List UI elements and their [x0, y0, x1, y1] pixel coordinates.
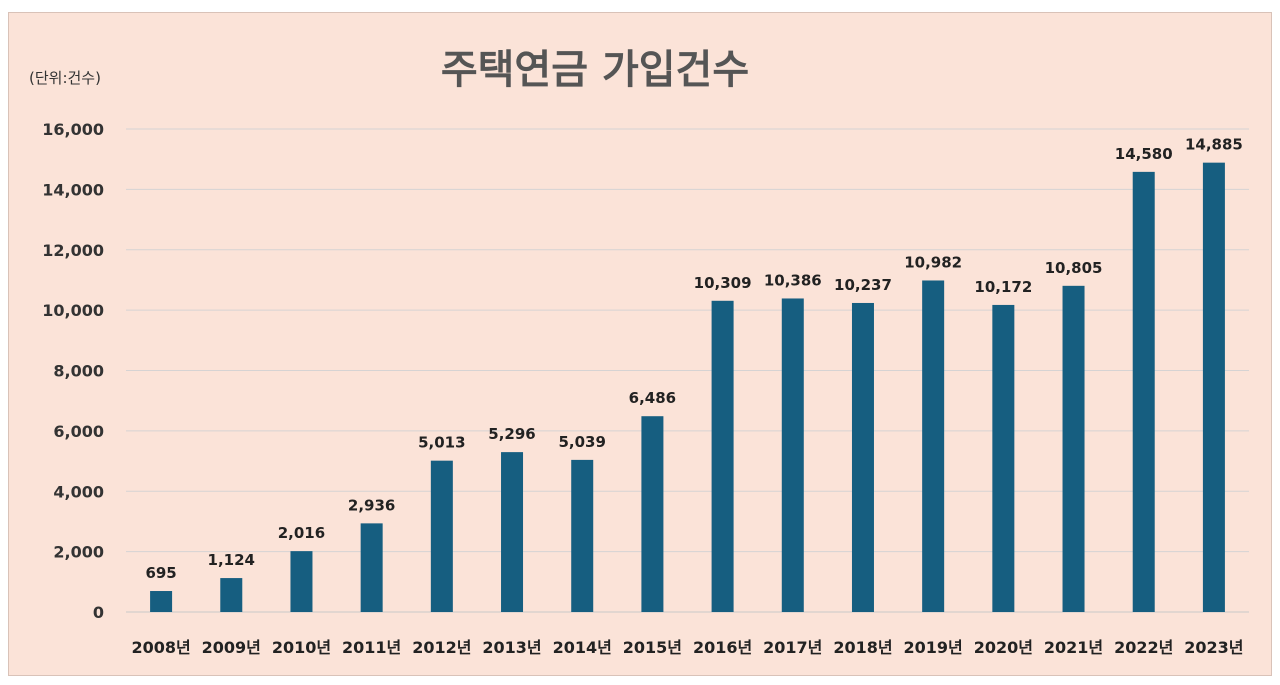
- x-tick-label: 2008년: [131, 638, 190, 657]
- data-label: 695: [145, 564, 176, 582]
- x-tick-label: 2014년: [553, 638, 612, 657]
- x-tick-label: 2016년: [693, 638, 752, 657]
- y-tick-label: 10,000: [42, 301, 104, 320]
- bar: [922, 280, 945, 612]
- data-label: 10,172: [974, 278, 1032, 296]
- data-label: 2,016: [278, 524, 325, 542]
- data-label: 10,805: [1045, 259, 1103, 277]
- y-tick-label: 4,000: [53, 482, 104, 501]
- x-tick-label: 2013년: [482, 638, 541, 657]
- x-tick-label: 2022년: [1114, 638, 1173, 657]
- data-label: 10,386: [764, 271, 822, 289]
- x-tick-label: 2023년: [1184, 638, 1243, 657]
- bar: [430, 460, 453, 612]
- data-label: 2,936: [348, 496, 395, 514]
- y-tick-label: 16,000: [42, 120, 104, 139]
- x-tick-label: 2020년: [974, 638, 1033, 657]
- y-axis-ticks: 0 2,000 4,000 6,000 8,000 10,000 12,000 14,000 1…: [42, 120, 104, 622]
- y-tick-label: 2,000: [53, 543, 104, 562]
- chart-frame: 주택연금 가입건수 (단위:건수) 0 2,000 4,000 6,000 8,000 1…: [8, 12, 1272, 676]
- bar: [501, 452, 524, 612]
- y-tick-label: 6,000: [53, 422, 104, 441]
- data-label: 6,486: [629, 389, 676, 407]
- bar: [781, 298, 804, 612]
- data-label: 5,039: [558, 433, 605, 451]
- x-tick-label: 2017년: [763, 638, 822, 657]
- chart-title: 주택연금 가입건수: [441, 47, 749, 93]
- bar: [1062, 285, 1085, 612]
- bar-chart: 주택연금 가입건수 (단위:건수) 0 2,000 4,000 6,000 8,000 1…: [29, 47, 1249, 657]
- data-label: 5,013: [418, 434, 465, 452]
- bar: [360, 523, 383, 612]
- bar: [1132, 171, 1155, 612]
- x-tick-label: 2012년: [412, 638, 471, 657]
- x-tick-label: 2010년: [272, 638, 331, 657]
- bar: [220, 578, 243, 612]
- bar: [641, 416, 664, 612]
- data-label: 10,309: [694, 274, 752, 292]
- bar: [290, 551, 313, 612]
- bar: [1202, 162, 1225, 612]
- y-tick-label: 8,000: [53, 362, 104, 381]
- data-label: 14,885: [1185, 136, 1243, 154]
- bars: [150, 162, 1225, 612]
- data-label: 1,124: [208, 551, 255, 569]
- data-labels: 695 1,124 2,016 2,936 5,013 5,296 5,039 6,486 10…: [145, 136, 1242, 582]
- bar: [571, 459, 594, 612]
- bar: [851, 302, 874, 612]
- x-tick-label: 2018년: [833, 638, 892, 657]
- y-tick-label: 0: [93, 603, 104, 622]
- x-tick-label: 2011년: [342, 638, 401, 657]
- x-tick-label: 2015년: [623, 638, 682, 657]
- y-tick-label: 12,000: [42, 241, 104, 260]
- data-label: 14,580: [1115, 145, 1173, 163]
- data-label: 5,296: [488, 425, 535, 443]
- x-tick-label: 2019년: [904, 638, 963, 657]
- bar: [992, 304, 1015, 612]
- bar: [711, 300, 734, 612]
- x-tick-label: 2009년: [202, 638, 261, 657]
- bar: [150, 591, 173, 612]
- data-label: 10,237: [834, 276, 892, 294]
- unit-label: (단위:건수): [29, 69, 101, 87]
- y-tick-label: 14,000: [42, 180, 104, 199]
- x-axis-ticks: 2008년 2009년 2010년 2011년 2012년 2013년 2014년 2015년…: [131, 638, 1243, 657]
- data-label: 10,982: [904, 253, 962, 271]
- gridlines: [126, 128, 1249, 613]
- x-tick-label: 2021년: [1044, 638, 1103, 657]
